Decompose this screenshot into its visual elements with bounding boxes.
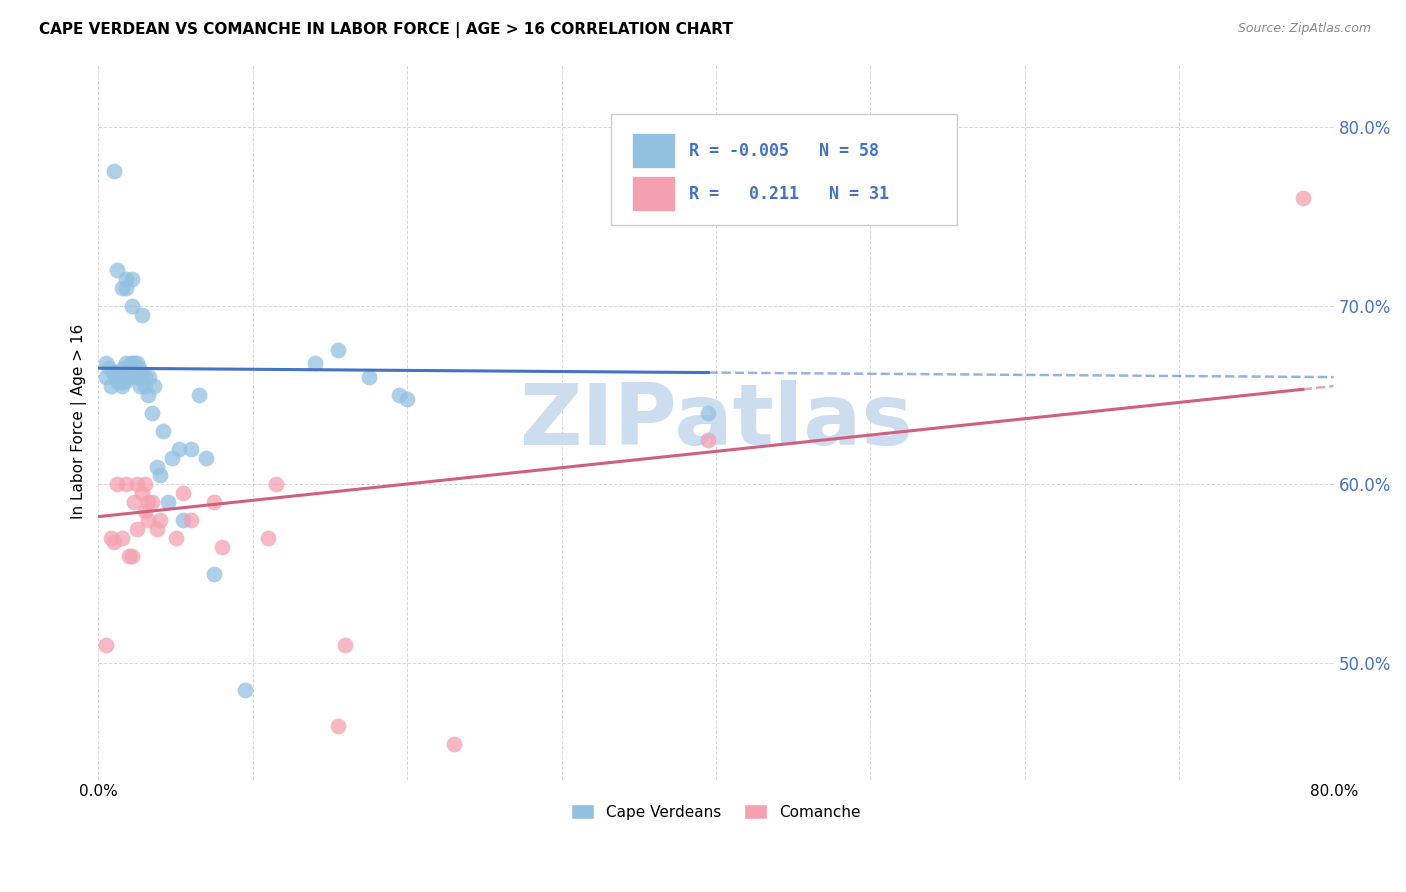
Point [125, 370, 148, 384]
Point [697, 433, 720, 447]
Legend: Cape Verdeans, Comanche: Cape Verdeans, Comanche [565, 797, 868, 826]
Point [94, 370, 117, 384]
Point [131, 308, 153, 322]
Point [202, 495, 225, 509]
Point [107, 370, 129, 384]
Point [172, 486, 194, 500]
Point [100, 531, 122, 545]
Point [141, 495, 163, 509]
Text: R = -0.005   N = 58: R = -0.005 N = 58 [689, 142, 879, 160]
Text: ZIPatlas: ZIPatlas [519, 380, 912, 463]
Point [152, 424, 174, 438]
Point [118, 361, 141, 376]
Point [125, 361, 148, 376]
Text: Source: ZipAtlas.com: Source: ZipAtlas.com [1237, 22, 1371, 36]
Point [110, 531, 132, 545]
Point [195, 450, 218, 465]
Point [396, 392, 419, 406]
Point [125, 356, 148, 370]
Point [180, 442, 202, 456]
Point [335, 639, 357, 653]
Y-axis label: In Labor Force | Age > 16: In Labor Force | Age > 16 [72, 324, 87, 519]
Point [134, 477, 156, 491]
Point [202, 566, 225, 581]
Point [149, 468, 172, 483]
Point [134, 379, 156, 393]
Point [156, 495, 179, 509]
Point [115, 280, 138, 294]
Point [103, 534, 125, 549]
Point [105, 374, 128, 388]
Point [118, 367, 141, 381]
Point [697, 406, 720, 420]
Point [134, 370, 156, 384]
Point [304, 356, 326, 370]
Point [172, 513, 194, 527]
Text: CAPE VERDEAN VS COMANCHE IN LABOR FORCE | AGE > 16 CORRELATION CHART: CAPE VERDEAN VS COMANCHE IN LABOR FORCE … [39, 22, 734, 38]
Point [1292, 191, 1315, 205]
Point [357, 370, 380, 384]
Point [115, 477, 138, 491]
Point [94, 356, 117, 370]
Text: R =   0.211   N = 31: R = 0.211 N = 31 [689, 185, 889, 202]
Point [112, 361, 135, 376]
Point [167, 442, 190, 456]
Point [142, 379, 165, 393]
Point [128, 361, 150, 376]
Point [98, 361, 121, 376]
Point [103, 367, 125, 381]
Point [105, 370, 128, 384]
Point [121, 299, 143, 313]
Point [146, 459, 169, 474]
Point [105, 477, 128, 491]
Point [138, 370, 160, 384]
Point [125, 477, 148, 491]
Point [149, 513, 172, 527]
Point [110, 376, 132, 390]
Point [162, 450, 184, 465]
Point [115, 356, 138, 370]
Point [122, 495, 145, 509]
Point [131, 370, 153, 384]
Point [110, 280, 132, 294]
Point [180, 513, 202, 527]
Point [443, 737, 465, 751]
FancyBboxPatch shape [633, 134, 675, 168]
Point [326, 343, 349, 358]
Point [388, 388, 411, 402]
Point [257, 531, 280, 545]
Point [100, 379, 122, 393]
Point [121, 549, 143, 563]
Point [115, 271, 138, 285]
Point [146, 522, 169, 536]
Point [115, 374, 138, 388]
FancyBboxPatch shape [612, 114, 957, 225]
Point [136, 388, 159, 402]
Point [141, 406, 163, 420]
Point [134, 504, 156, 518]
Point [233, 683, 256, 698]
Point [264, 477, 287, 491]
Point [105, 262, 128, 277]
Point [94, 639, 117, 653]
Point [131, 486, 153, 500]
Point [187, 388, 209, 402]
Point [103, 164, 125, 178]
Point [114, 370, 136, 384]
Point [211, 540, 233, 554]
FancyBboxPatch shape [633, 177, 675, 211]
Point [122, 356, 145, 370]
Point [118, 549, 141, 563]
Point [118, 370, 141, 384]
Point [110, 379, 132, 393]
Point [129, 379, 152, 393]
Point [103, 365, 125, 379]
Point [165, 531, 187, 545]
Point [136, 495, 159, 509]
Point [125, 522, 148, 536]
Point [121, 271, 143, 285]
Point [120, 356, 142, 370]
Point [326, 719, 349, 733]
Point [136, 513, 159, 527]
